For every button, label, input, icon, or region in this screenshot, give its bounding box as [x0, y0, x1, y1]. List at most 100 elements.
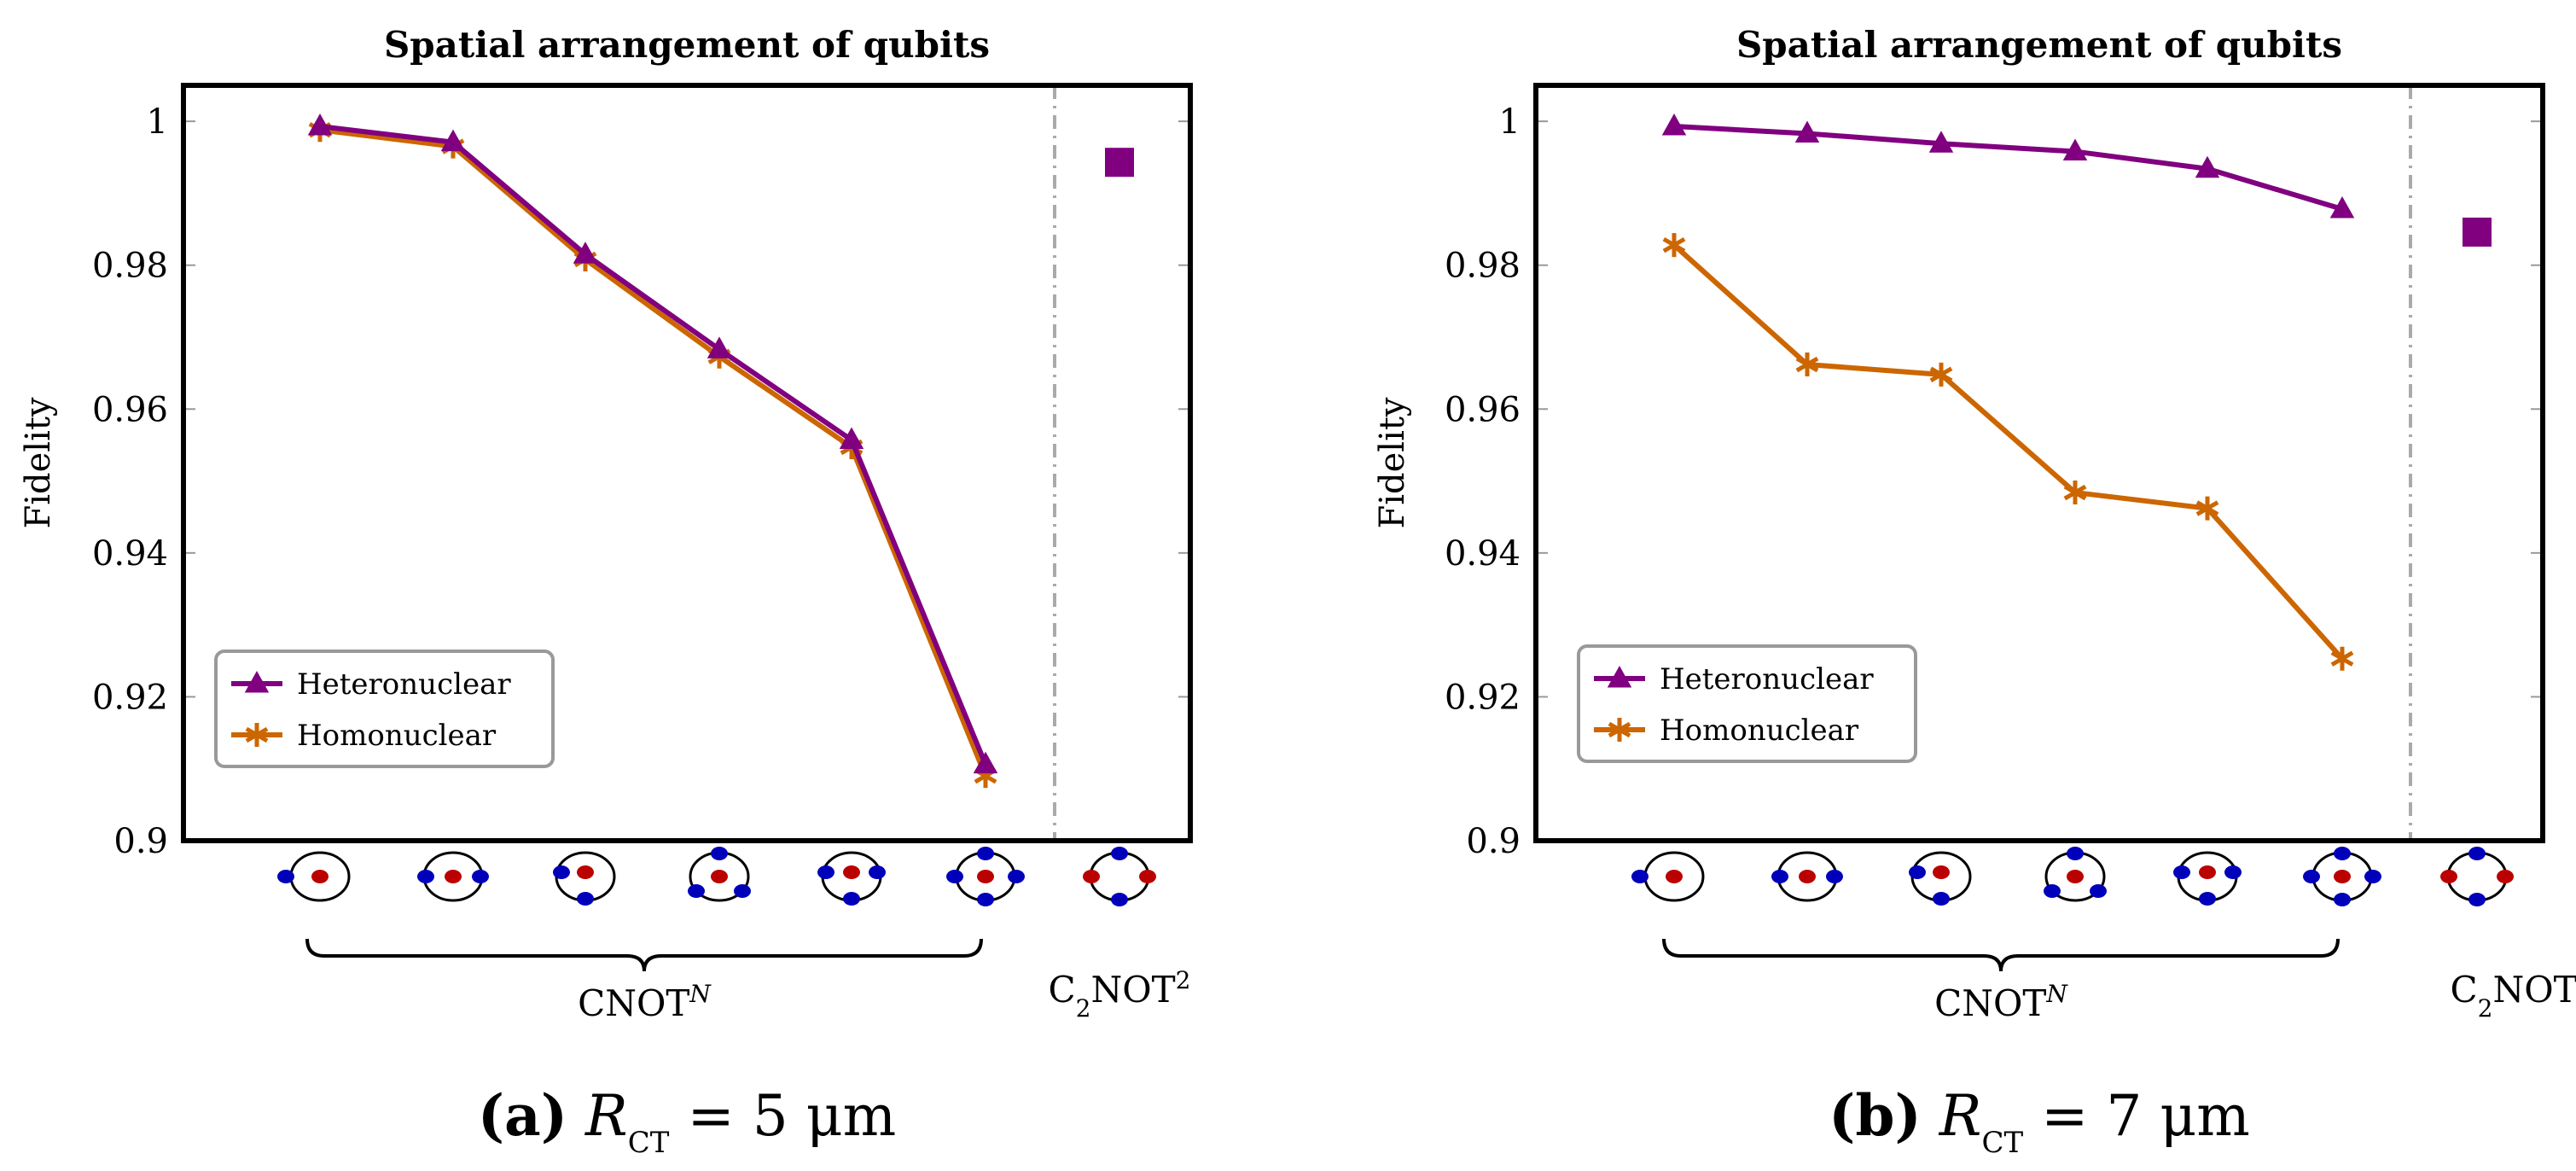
data-point-heteronuclear — [1794, 120, 1820, 143]
text-part: NOT — [2492, 969, 2576, 1011]
arrangement-icon-cnot1 — [277, 851, 351, 902]
series-line-heteronuclear — [1673, 124, 2343, 212]
blue-atom — [817, 865, 834, 879]
legend: Heteronuclear Homonuclear — [1577, 644, 1917, 763]
arrangement-icon-c2not2 — [2440, 847, 2514, 906]
chart-title: Spatial arrangement of qubits — [384, 24, 990, 66]
blue-atom — [1826, 870, 1843, 883]
data-point-homonuclear — [1929, 362, 1953, 387]
data-point-homonuclear — [2063, 481, 2087, 505]
arrangement-icon-cnot4b — [817, 851, 886, 906]
legend-entry: Heteronuclear — [1660, 662, 1874, 696]
arrangement-icon-cnot4a — [2044, 847, 2107, 902]
arrangement-icon-cnot3 — [553, 851, 616, 906]
text-part — [1922, 1083, 1939, 1149]
plot-frame — [181, 83, 1193, 843]
y-tick-label: 1 — [147, 102, 168, 142]
red-atom — [2334, 870, 2351, 883]
blue-atom — [472, 870, 489, 883]
data-point-homonuclear — [2195, 496, 2219, 521]
y-tick-label: 0.98 — [1445, 247, 1521, 286]
red-atom — [1666, 870, 1683, 883]
data-point-homonuclear — [2330, 646, 2354, 671]
text-part: CT — [628, 1126, 670, 1160]
red-atom — [977, 870, 994, 883]
blue-atom — [2303, 870, 2320, 883]
plot-frame — [1533, 83, 2545, 843]
red-atom — [1799, 870, 1816, 883]
blue-atom — [2044, 884, 2061, 898]
data-point-heteronuclear — [2062, 138, 2088, 161]
blue-atom — [734, 884, 751, 898]
red-atom — [577, 865, 594, 879]
text-part: CT — [1981, 1126, 2023, 1160]
blue-atom — [2334, 893, 2351, 906]
series-line-homonuclear — [319, 127, 988, 778]
text-part: R — [1939, 1083, 1982, 1149]
data-point-c2not2 — [1105, 148, 1134, 178]
group-label-cnotn: CNOTN — [1934, 980, 2068, 1025]
y-tick-label: 0.96 — [92, 390, 168, 429]
text-part: 2 — [1176, 966, 1191, 994]
blue-atom — [977, 893, 994, 906]
red-atom — [2199, 865, 2216, 879]
arrangement-icon-cnot4b — [2173, 851, 2242, 906]
data-point-homonuclear — [1795, 352, 1819, 377]
blue-atom — [2067, 847, 2084, 860]
blue-atom — [946, 870, 963, 883]
text-part: N — [689, 980, 712, 1008]
red-atom — [2497, 870, 2514, 883]
blue-atom — [1111, 847, 1128, 860]
text-part: C — [1049, 969, 1076, 1011]
y-tick-label: 0.96 — [1445, 390, 1521, 429]
blue-atom — [2364, 870, 2381, 883]
chart-panel-a: Spatial arrangement of qubits 0.9 0.92 0.94… — [19, 24, 1193, 1160]
red-atom — [711, 870, 728, 883]
legend-entry: Homonuclear — [297, 719, 497, 753]
arrangement-icon-c2not2 — [1083, 847, 1156, 906]
y-tick-label: 0.92 — [1445, 678, 1521, 717]
y-tick-label: 0.9 — [1466, 822, 1521, 861]
blue-atom — [688, 884, 705, 898]
group-brace — [1662, 938, 2340, 972]
group-brace — [305, 938, 983, 972]
y-tick-label: 0.94 — [92, 534, 168, 574]
legend-marker-triangle — [1607, 666, 1632, 688]
y-axis-label: Fidelity — [1373, 397, 1412, 528]
red-atom — [1083, 870, 1100, 883]
blue-atom — [577, 892, 594, 906]
y-tick-label: 0.94 — [1445, 534, 1521, 574]
text-part: (a) — [478, 1082, 567, 1149]
y-tick-label: 0.92 — [92, 678, 168, 717]
y-tick-label: 0.98 — [92, 247, 168, 286]
data-point-heteronuclear — [839, 427, 864, 450]
blue-atom — [2199, 892, 2216, 906]
data-point-heteronuclear — [973, 751, 998, 774]
text-part: = 7 μm — [2041, 1083, 2250, 1149]
data-point-heteronuclear — [573, 242, 598, 264]
blue-atom — [2224, 865, 2242, 879]
text-part: 2 — [2478, 994, 2493, 1022]
arrangement-icon-cnot5 — [946, 847, 1025, 906]
legend-marker-star — [245, 723, 269, 747]
red-atom — [2440, 870, 2457, 883]
blue-atom — [1631, 870, 1649, 883]
chart-title: Spatial arrangement of qubits — [1736, 24, 2342, 66]
data-point-heteronuclear — [440, 129, 466, 152]
legend-box — [214, 650, 555, 768]
red-atom — [1139, 870, 1156, 883]
text-part: R — [584, 1083, 628, 1149]
panel-caption: (a) RCT = 5 μm — [478, 1082, 896, 1160]
text-part: NOT — [1090, 969, 1175, 1011]
red-atom — [843, 865, 860, 879]
text-part: 2 — [1076, 994, 1091, 1022]
blue-atom — [1111, 893, 1128, 906]
text-part: C — [2451, 969, 2478, 1011]
text-part: CNOT — [578, 982, 689, 1024]
blue-atom — [1909, 865, 1926, 879]
series-line-homonuclear — [1672, 242, 2345, 661]
data-point-heteronuclear — [707, 336, 732, 358]
text-part: CNOT — [1934, 982, 2046, 1024]
red-atom — [445, 870, 462, 883]
data-point-heteronuclear — [2195, 155, 2220, 178]
